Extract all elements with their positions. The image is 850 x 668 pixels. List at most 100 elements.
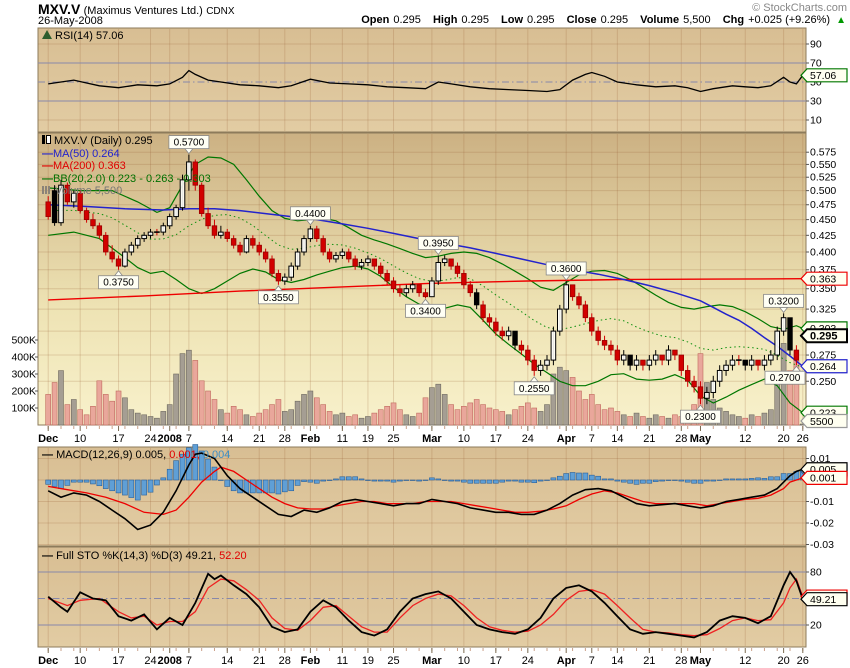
svg-text:10: 10	[74, 433, 86, 445]
rsi-line	[48, 69, 804, 93]
chart-title-line: MXV.V (Maximus Ventures Ltd.) CDNX	[38, 1, 235, 17]
candlesticks	[45, 154, 806, 405]
svg-text:0.3200: 0.3200	[768, 296, 799, 307]
volume-axis: 500K 400K 300K 200K 100K	[11, 335, 38, 415]
svg-text:0.450: 0.450	[810, 214, 836, 226]
low-value: 0.295	[527, 14, 555, 26]
svg-text:17: 17	[112, 655, 124, 667]
change-label: Chg	[722, 14, 745, 26]
open-value: 0.295	[393, 14, 421, 26]
svg-text:19: 19	[362, 655, 374, 667]
svg-text:21: 21	[253, 655, 265, 667]
volume-label: Volume	[640, 14, 680, 26]
svg-text:0.264: 0.264	[810, 361, 836, 373]
svg-text:49.21: 49.21	[810, 594, 836, 606]
company-name: (Maximus Ventures Ltd.)	[83, 5, 203, 17]
price-annotations: 0.3750 0.5700 0.3550 0.4400 0.3400 0.3950 0.25…	[98, 135, 806, 424]
svg-text:2008: 2008	[157, 655, 181, 667]
svg-text:14: 14	[221, 655, 233, 667]
svg-text:28: 28	[675, 433, 687, 445]
svg-text:Apr: Apr	[557, 433, 577, 445]
change-up-arrow: ▲	[836, 15, 846, 26]
date-axis-bottom: Dec 10 17 24 2008 7 14 21 28 Feb 11 19 25 Mar 10 17 24 Ap…	[38, 648, 809, 667]
panel-backgrounds	[37, 27, 807, 648]
svg-text:400K: 400K	[11, 352, 36, 364]
svg-text:0.001: 0.001	[810, 473, 836, 485]
chart-date: 26-May-2008	[38, 15, 103, 27]
svg-text:0.2550: 0.2550	[519, 384, 550, 395]
svg-text:0.3400: 0.3400	[410, 306, 441, 317]
svg-text:2008: 2008	[157, 433, 181, 445]
svg-text:-0.01: -0.01	[810, 496, 834, 508]
svg-text:May: May	[690, 433, 712, 445]
svg-text:300K: 300K	[11, 369, 36, 381]
quote-summary: Open 0.295 High 0.295 Low 0.295 Close 0.295 …	[361, 14, 846, 26]
svg-text:0.3950: 0.3950	[423, 238, 454, 249]
ticker-symbol: MXV.V	[38, 1, 81, 17]
open-label: Open	[361, 14, 390, 26]
macd-line	[47, 452, 804, 531]
svg-text:May: May	[690, 655, 712, 667]
svg-text:17: 17	[490, 655, 502, 667]
svg-text:0.3550: 0.3550	[263, 293, 294, 304]
copyright-notice: © StockCharts.com	[752, 2, 847, 14]
svg-text:26: 26	[797, 655, 809, 667]
svg-text:14: 14	[611, 655, 623, 667]
svg-text:12: 12	[739, 433, 751, 445]
svg-text:Feb: Feb	[301, 433, 321, 445]
svg-text:21: 21	[253, 433, 265, 445]
svg-text:90: 90	[810, 39, 822, 51]
svg-text:24: 24	[522, 655, 534, 667]
svg-text:Apr: Apr	[557, 655, 577, 667]
svg-text:10: 10	[458, 655, 470, 667]
svg-text:7: 7	[186, 655, 192, 667]
svg-text:24: 24	[144, 433, 156, 445]
svg-text:10: 10	[458, 433, 470, 445]
svg-text:28: 28	[279, 655, 291, 667]
svg-text:14: 14	[611, 433, 623, 445]
svg-text:0.3750: 0.3750	[103, 278, 134, 289]
svg-text:0.550: 0.550	[810, 159, 836, 171]
svg-text:80: 80	[810, 567, 822, 579]
svg-text:0.2300: 0.2300	[685, 412, 716, 423]
last-value-boxes: 57.060.3630.3030.2950.2640.22355000.0040…	[799, 68, 848, 607]
low-label: Low	[501, 14, 524, 26]
svg-text:14: 14	[221, 433, 233, 445]
volume-bars	[45, 343, 806, 426]
svg-text:0.3600: 0.3600	[551, 264, 582, 275]
ma50-line	[48, 203, 804, 367]
volume-value: 5,500	[683, 14, 711, 26]
svg-text:50: 50	[810, 77, 822, 89]
svg-text:11: 11	[337, 433, 348, 445]
svg-text:7: 7	[589, 433, 595, 445]
svg-text:21: 21	[643, 655, 655, 667]
svg-text:0.2700: 0.2700	[770, 373, 801, 384]
svg-text:20: 20	[810, 619, 822, 631]
svg-text:0.500: 0.500	[810, 185, 836, 197]
svg-text:Dec: Dec	[38, 655, 58, 667]
svg-text:0.01: 0.01	[810, 453, 831, 465]
svg-text:0.400: 0.400	[810, 247, 836, 259]
svg-text:28: 28	[675, 655, 687, 667]
date-axis-top: Dec 10 17 24 2008 7 14 21 28 Feb 11 19 25 Mar 10 17 24 Ap…	[38, 426, 809, 445]
svg-text:100K: 100K	[11, 403, 36, 415]
svg-text:0.250: 0.250	[810, 376, 836, 388]
exchange-name: CDNX	[206, 6, 235, 17]
high-value: 0.295	[461, 14, 489, 26]
svg-text:0.4400: 0.4400	[295, 209, 326, 220]
svg-text:19: 19	[362, 433, 374, 445]
svg-text:25: 25	[387, 655, 399, 667]
macd-histogram	[45, 444, 806, 501]
svg-text:57.06: 57.06	[810, 70, 836, 82]
svg-text:7: 7	[186, 433, 192, 445]
svg-text:26: 26	[797, 433, 809, 445]
svg-text:25: 25	[387, 433, 399, 445]
close-label: Close	[566, 14, 597, 26]
vertical-gridlines	[47, 29, 804, 646]
svg-text:0.350: 0.350	[810, 283, 836, 295]
svg-text:0.275: 0.275	[810, 350, 836, 362]
svg-text:Mar: Mar	[422, 655, 442, 667]
svg-text:0.425: 0.425	[810, 230, 836, 242]
svg-text:0.363: 0.363	[810, 273, 836, 285]
